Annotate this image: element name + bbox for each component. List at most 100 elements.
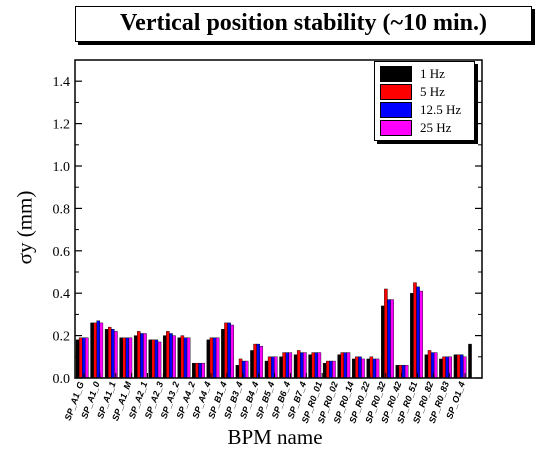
legend-label-1hz: 1 Hz [420,66,445,81]
bar [308,354,312,379]
plot-frame [74,59,483,379]
bar [416,286,420,379]
bar [104,329,109,379]
bar [322,362,327,379]
bar [111,329,115,379]
legend: 1 Hz 5 Hz 12.5 Hz 25 Hz [374,61,475,141]
bar [143,333,147,379]
bar [375,358,380,379]
bar [270,356,275,379]
bar [332,360,336,379]
bar [157,341,162,379]
bar [114,331,118,379]
legend-swatch-25hz [380,120,412,136]
bar [253,343,257,379]
bar [346,352,351,379]
bar [424,354,429,379]
bar [154,339,159,379]
x-axis-label: BPM name [227,425,323,449]
legend-item-12-5hz: 12.5 Hz [380,102,474,118]
y-tick-label: 0.0 [53,372,71,387]
bar [90,322,94,379]
bar [169,333,173,379]
y-tick-label: 0.6 [53,245,71,260]
y-tick-label: 1.0 [53,160,71,175]
bar [140,333,144,379]
bar [250,350,254,379]
bar [311,352,315,379]
bar [122,337,127,379]
y-tick-label: 0.8 [53,202,71,217]
bar [264,360,269,379]
bar [119,337,123,379]
bar [93,322,97,379]
bar [75,339,80,379]
bar [133,335,138,379]
bar [96,320,101,379]
bar [180,335,185,379]
bar [267,356,272,379]
y-tick-label: 1.2 [53,118,71,133]
bar [206,339,211,379]
bar [314,352,319,379]
y-tick-label: 0.2 [53,330,71,345]
bar [227,322,231,379]
bar [128,337,133,379]
bar [230,324,234,379]
bar [279,356,283,379]
bar [201,362,205,379]
bar [244,360,249,379]
bar [439,358,443,379]
chart-title-box: Vertical position stability (~10 min.) [75,6,532,42]
bar [198,362,202,379]
legend-swatch-12-5hz [380,102,412,118]
bar [456,354,461,379]
legend-swatch-5hz [380,84,412,100]
bar [340,352,345,379]
bar [296,350,301,379]
bar [137,331,141,379]
bar [381,305,385,379]
bar [293,354,298,379]
legend-item-5hz: 5 Hz [380,84,474,100]
y-tick-label: 1.4 [53,75,71,90]
bar [317,352,322,379]
legend-swatch-1hz [380,66,412,82]
bar [183,337,188,379]
bar [78,337,83,379]
bar [238,358,243,379]
bar [355,356,359,379]
bar [186,337,191,379]
bar [177,337,182,379]
bar [442,356,446,379]
bar [172,335,176,379]
bar [163,335,167,379]
legend-label-12-5hz: 12.5 Hz [420,102,462,117]
bar [300,352,304,379]
legend-label-25hz: 25 Hz [420,120,452,135]
bar [166,331,170,379]
bar [361,358,365,379]
bar [224,322,228,379]
y-axis-label: σy (mm) [12,190,37,265]
bar [384,288,388,379]
bar [212,337,217,379]
bar [125,337,130,379]
bar [468,343,472,379]
bar [427,350,432,379]
bar [148,339,152,379]
bar [413,282,417,379]
bar [215,337,220,379]
bar [107,326,112,379]
bar [329,360,333,379]
bar [404,365,409,379]
bar [410,293,414,379]
bar [282,352,286,379]
bar [285,352,290,379]
bar [259,346,264,379]
bar [256,343,260,379]
bar [343,352,348,379]
bar [235,365,240,379]
bar [390,299,394,379]
